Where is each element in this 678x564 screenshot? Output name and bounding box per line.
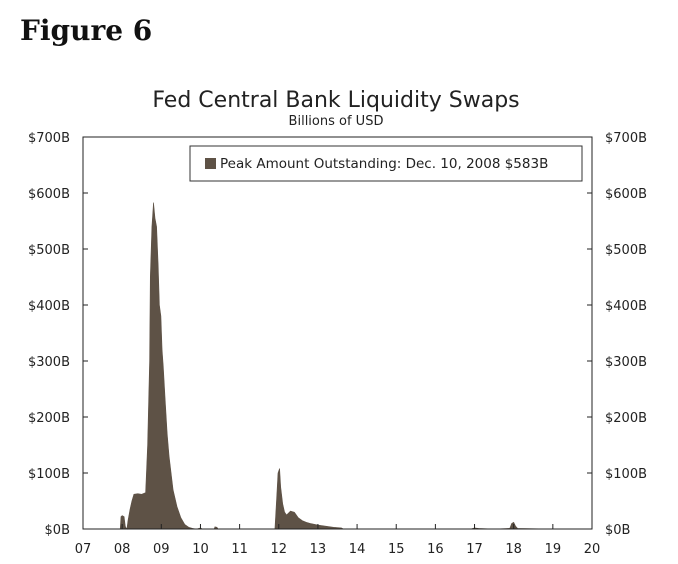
y-tick-label-right: $300B [605,355,647,370]
legend-label: Peak Amount Outstanding: Dec. 10, 2008 $… [220,156,548,172]
x-tick-label: 07 [75,542,92,557]
y-tick-label-left: $400B [28,299,70,314]
y-tick-label-left: $200B [28,411,70,426]
x-tick-label: 20 [584,542,601,557]
y-tick-label-left: $600B [28,187,70,202]
y-tick-label-left: $100B [28,467,70,482]
y-tick-label-right: $600B [605,187,647,202]
figure-label: Figure 6 [20,14,153,47]
legend-box [189,145,583,182]
y-tick-label-right: $500B [605,243,647,258]
swaps-area-series [83,202,592,530]
legend: Peak Amount Outstanding: Dec. 10, 2008 $… [189,145,583,182]
x-tick-label: 14 [349,542,366,557]
y-tick-label-right: $400B [605,299,647,314]
x-tick-label: 16 [427,542,444,557]
x-tick-label: 18 [505,542,522,557]
y-axis-left: $0B $100B $200B $300B $400B $500B $600B $700B [28,131,88,538]
x-tick-label: 15 [388,542,405,557]
x-axis: 07 08 09 10 11 12 13 14 15 16 17 18 19 20 [75,524,601,557]
plot-frame [82,136,593,530]
y-tick-label-right: $700B [605,131,647,146]
legend-swatch [205,158,216,169]
y-tick-label-left: $0B [45,523,70,538]
y-axis-right: $0B $100B $200B $300B $400B $500B $600B $700B [587,131,647,538]
x-tick-label: 12 [270,542,287,557]
x-tick-label: 10 [192,542,209,557]
y-tick-label-left: $300B [28,355,70,370]
y-tick-label-right: $100B [605,467,647,482]
chart-title: Fed Central Bank Liquidity Swaps [152,88,519,113]
y-tick-label-left: $700B [28,131,70,146]
x-tick-label: 08 [114,542,131,557]
x-tick-label: 11 [231,542,248,557]
y-tick-label-right: $0B [605,523,630,538]
chart-subtitle: Billions of USD [289,114,384,129]
x-tick-label: 09 [153,542,170,557]
x-tick-label: 19 [545,542,562,557]
y-tick-label-right: $200B [605,411,647,426]
x-tick-label: 17 [466,542,483,557]
y-tick-label-left: $500B [28,243,70,258]
plot-area [83,202,592,530]
x-tick-label: 13 [310,542,327,557]
